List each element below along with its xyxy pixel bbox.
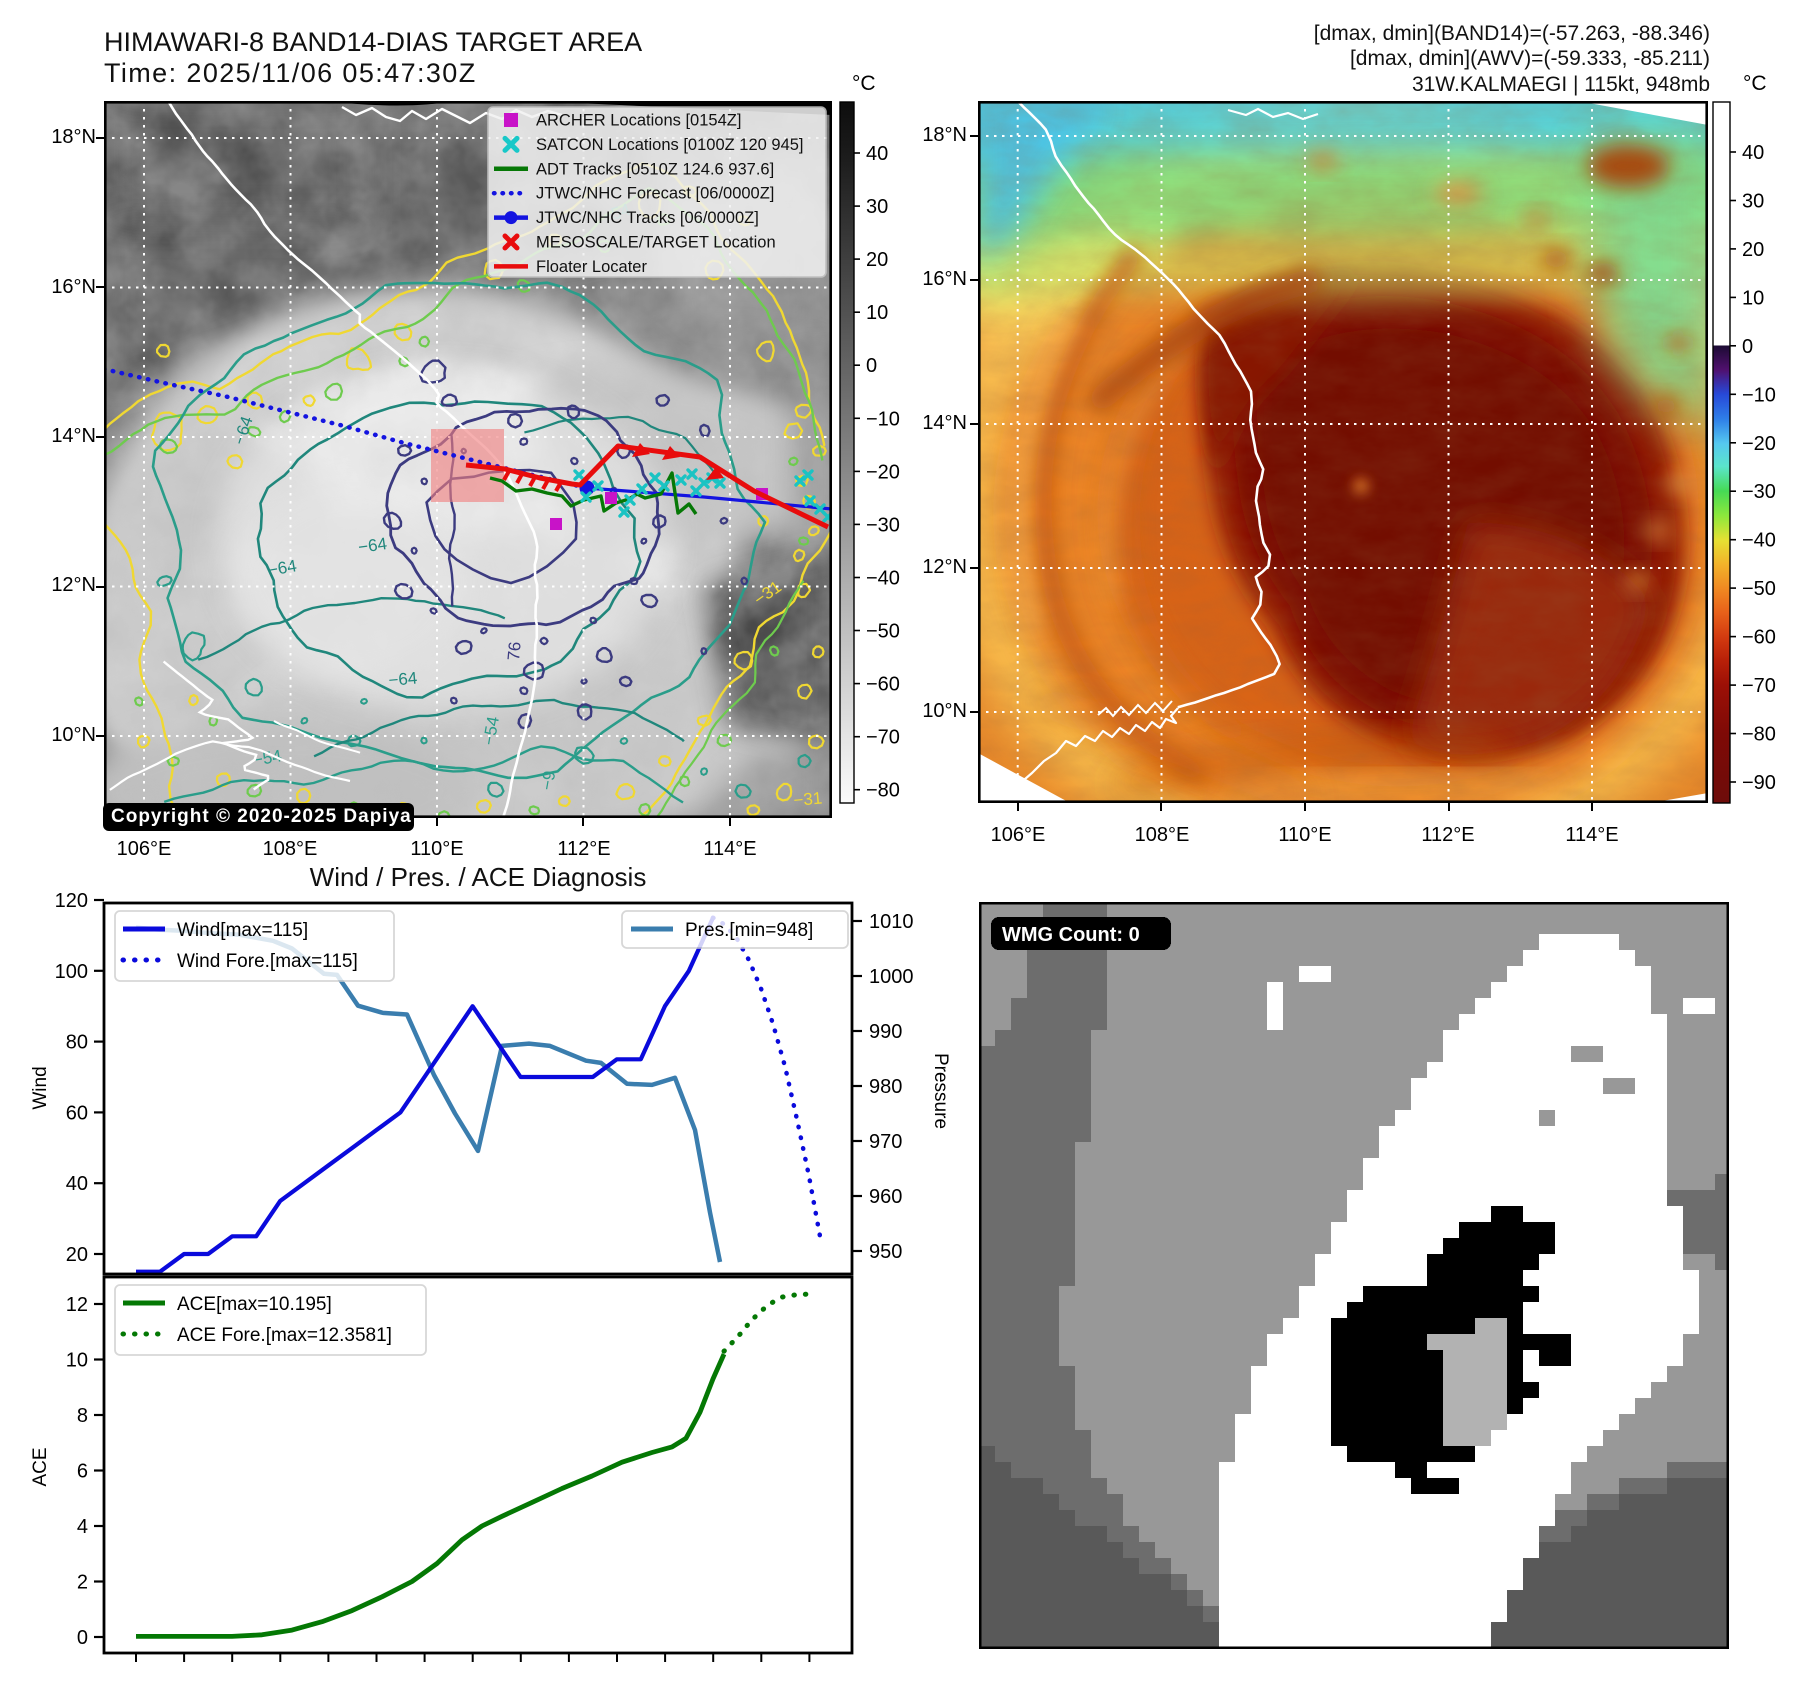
svg-text:ARCHER Locations [0154Z]: ARCHER Locations [0154Z] <box>536 112 741 130</box>
svg-text:1000: 1000 <box>869 966 914 988</box>
svg-text:−54: −54 <box>251 746 283 770</box>
svg-text:−80: −80 <box>866 780 900 802</box>
svg-text:100: 100 <box>55 961 88 983</box>
svg-text:0: 0 <box>77 1627 88 1649</box>
svg-text:ACE Fore.[max=12.3581]: ACE Fore.[max=12.3581] <box>177 1325 392 1346</box>
svg-text:JTWC/NHC Forecast [06/0000Z]: JTWC/NHC Forecast [06/0000Z] <box>536 185 774 203</box>
svg-text:80: 80 <box>66 1032 88 1054</box>
svg-text:76: 76 <box>504 641 525 662</box>
svg-text:970: 970 <box>869 1131 902 1153</box>
svg-text:10: 10 <box>66 1350 88 1372</box>
svg-text:40: 40 <box>66 1173 88 1195</box>
svg-text:−60: −60 <box>866 674 900 696</box>
svg-text:ADT Tracks [0510Z 124.6 937.6]: ADT Tracks [0510Z 124.6 937.6] <box>536 160 774 178</box>
svg-text:−50: −50 <box>1742 578 1776 600</box>
svg-text:−10: −10 <box>1742 384 1776 406</box>
svg-text:980: 980 <box>869 1076 902 1098</box>
svg-text:ACE[max=10.195]: ACE[max=10.195] <box>177 1294 332 1315</box>
svg-text:−54: −54 <box>479 715 503 747</box>
svg-text:8: 8 <box>77 1405 88 1427</box>
svg-text:120: 120 <box>55 890 88 912</box>
svg-text:30: 30 <box>866 196 888 218</box>
svg-text:−31: −31 <box>793 789 823 810</box>
svg-text:4: 4 <box>77 1516 88 1538</box>
svg-text:−20: −20 <box>866 461 900 483</box>
svg-text:−40: −40 <box>866 568 900 590</box>
svg-text:−30: −30 <box>866 514 900 536</box>
svg-text:20: 20 <box>66 1244 88 1266</box>
svg-text:JTWC/NHC Tracks [06/0000Z]: JTWC/NHC Tracks [06/0000Z] <box>536 209 759 227</box>
svg-text:Wind[max=115]: Wind[max=115] <box>177 920 308 941</box>
svg-text:SATCON Locations [0100Z 120 94: SATCON Locations [0100Z 120 945] <box>536 136 804 154</box>
svg-text:12: 12 <box>66 1294 88 1316</box>
svg-text:30: 30 <box>1742 191 1764 213</box>
svg-text:40: 40 <box>866 143 888 165</box>
svg-text:20: 20 <box>1742 239 1764 261</box>
svg-text:10: 10 <box>1742 287 1764 309</box>
svg-text:−30: −30 <box>1742 481 1776 503</box>
svg-text:0: 0 <box>1742 336 1753 358</box>
svg-text:−20: −20 <box>1742 433 1776 455</box>
svg-text:−80: −80 <box>1742 724 1776 746</box>
svg-text:60: 60 <box>66 1102 88 1124</box>
svg-text:40: 40 <box>1742 142 1764 164</box>
svg-text:WMG Count: 0: WMG Count: 0 <box>1002 924 1140 946</box>
svg-text:20: 20 <box>866 249 888 271</box>
svg-text:950: 950 <box>869 1241 902 1263</box>
svg-text:Wind: Wind <box>30 1066 51 1109</box>
svg-text:°C: °C <box>852 72 876 95</box>
svg-text:−64: −64 <box>388 669 418 690</box>
svg-text:MESOSCALE/TARGET Location: MESOSCALE/TARGET Location <box>536 234 776 252</box>
svg-text:−90: −90 <box>1742 772 1776 794</box>
svg-text:Pres.[min=948]: Pres.[min=948] <box>685 920 813 941</box>
svg-text:−60: −60 <box>1742 627 1776 649</box>
svg-text:ACE: ACE <box>30 1447 51 1486</box>
svg-text:−70: −70 <box>1742 675 1776 697</box>
svg-text:−9: −9 <box>537 769 559 791</box>
svg-text:Floater Locater: Floater Locater <box>536 258 647 276</box>
svg-text:10: 10 <box>866 302 888 324</box>
svg-text:°C: °C <box>1743 72 1767 95</box>
svg-text:−40: −40 <box>1742 530 1776 552</box>
svg-text:Pressure: Pressure <box>930 1053 951 1129</box>
svg-text:1010: 1010 <box>869 911 914 933</box>
svg-text:960: 960 <box>869 1186 902 1208</box>
svg-text:−70: −70 <box>866 727 900 749</box>
svg-text:0: 0 <box>866 355 877 377</box>
svg-text:2: 2 <box>77 1572 88 1594</box>
svg-text:Wind Fore.[max=115]: Wind Fore.[max=115] <box>177 951 358 972</box>
svg-text:990: 990 <box>869 1021 902 1043</box>
svg-text:−10: −10 <box>866 408 900 430</box>
svg-text:−64: −64 <box>357 534 388 557</box>
svg-text:6: 6 <box>77 1461 88 1483</box>
svg-text:−50: −50 <box>866 621 900 643</box>
